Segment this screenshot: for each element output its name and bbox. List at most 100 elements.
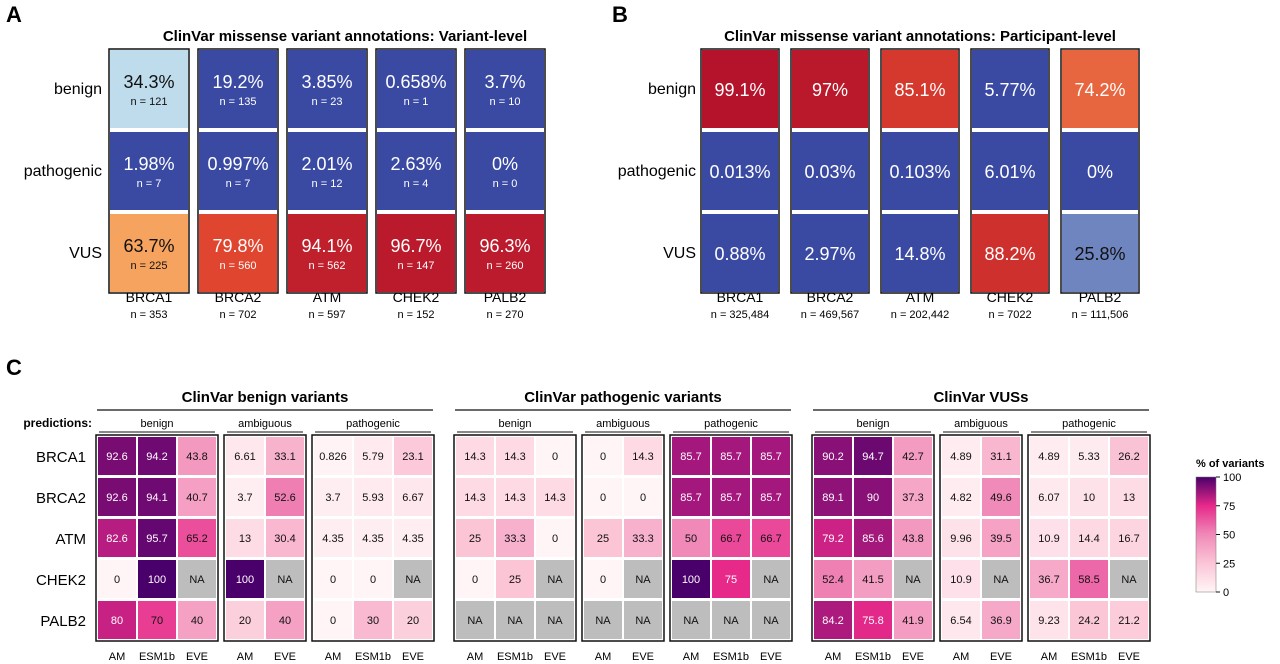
- heat-cell: [266, 601, 304, 639]
- heat-cell-value: NA: [467, 615, 483, 627]
- heat-cell-value: 49.6: [990, 492, 1011, 504]
- cell-CHEK2-VUS: [377, 214, 455, 292]
- gene-column-border: [880, 48, 960, 294]
- heat-cell-value: 5.79: [362, 451, 383, 463]
- heat-block-border: [939, 434, 1023, 642]
- heat-cell: [584, 601, 622, 639]
- column-label: AM: [683, 651, 700, 663]
- column-label: AM: [953, 651, 970, 663]
- gene-label: BRCA2: [807, 289, 854, 305]
- column-label: AM: [325, 651, 342, 663]
- heat-cell-value: 16.7: [1118, 533, 1139, 545]
- column-label: ESM1b: [497, 651, 533, 663]
- heat-cell: [752, 601, 790, 639]
- gene-label: ATM: [906, 289, 935, 305]
- cell-pct: 63.7%: [123, 236, 174, 256]
- cell-BRCA1-pathogenic: [110, 132, 188, 210]
- cell-ATM-VUS: [288, 214, 366, 292]
- heat-cell-value: 14.4: [1078, 533, 1099, 545]
- gene-column-border: [790, 48, 870, 294]
- heat-cell: [624, 478, 662, 516]
- cell-pct: 0%: [1087, 162, 1113, 182]
- heat-cell: [456, 437, 494, 475]
- heat-cell-value: 40.7: [186, 492, 207, 504]
- cell-CHEK2-pathogenic: [972, 132, 1048, 210]
- heat-cell-value: 30: [367, 615, 379, 627]
- cell-pct: 14.8%: [894, 244, 945, 264]
- heatmap-row-label: BRCA2: [36, 490, 86, 507]
- column-label: ESM1b: [713, 651, 749, 663]
- row-label-VUS: VUS: [69, 245, 102, 262]
- heat-cell-value: 14.3: [504, 492, 525, 504]
- heat-cell-value: NA: [723, 615, 739, 627]
- cell-pct: 0.658%: [385, 72, 446, 92]
- gene-n: n = 597: [308, 309, 345, 321]
- heat-cell-value: 4.35: [322, 533, 343, 545]
- heat-cell-value: 94.1: [146, 492, 167, 504]
- heat-cell: [456, 601, 494, 639]
- heat-cell: [1110, 560, 1148, 598]
- heat-cell-value: 0: [330, 615, 336, 627]
- heat-cell: [854, 560, 892, 598]
- cell-n: n = 260: [486, 260, 523, 272]
- heat-cell: [266, 519, 304, 557]
- cell-n: n = 7: [226, 178, 251, 190]
- heat-cell-value: 5.33: [1078, 451, 1099, 463]
- heat-cell: [854, 478, 892, 516]
- cell-BRCA2-VUS: [792, 214, 868, 292]
- heat-cell-value: 4.89: [1038, 451, 1059, 463]
- heat-cell: [314, 519, 352, 557]
- heat-cell: [226, 560, 264, 598]
- column-label: ESM1b: [355, 651, 391, 663]
- heat-cell-value: 14.3: [632, 451, 653, 463]
- heat-cell-value: NA: [763, 574, 779, 586]
- heat-cell-value: 10: [1083, 492, 1095, 504]
- heat-cell-value: 20: [239, 615, 251, 627]
- gene-n: n = 152: [397, 309, 434, 321]
- heat-cell: [178, 478, 216, 516]
- block-label: ambiguous: [954, 418, 1008, 430]
- heat-cell: [894, 437, 932, 475]
- heat-cell-value: 4.35: [402, 533, 423, 545]
- heat-cell-value: 0: [600, 451, 606, 463]
- heat-cell: [1070, 437, 1108, 475]
- heat-cell: [942, 437, 980, 475]
- legend-tick-label: 0: [1223, 587, 1229, 599]
- heat-cell-value: 0.826: [319, 451, 347, 463]
- heat-cell-value: 95.7: [146, 533, 167, 545]
- heat-cell: [178, 437, 216, 475]
- legend-colorbar: [1195, 476, 1217, 593]
- heat-cell-value: 70: [151, 615, 163, 627]
- heat-cell-value: 6.54: [950, 615, 971, 627]
- heat-cell-value: 24.2: [1078, 615, 1099, 627]
- heat-cell: [1110, 478, 1148, 516]
- heat-cell: [1070, 601, 1108, 639]
- heat-cell-value: NA: [507, 615, 523, 627]
- panel-b: B ClinVar missense variant annotations: P…: [612, 2, 1140, 321]
- heat-cell-value: 85.7: [760, 492, 781, 504]
- heat-cell-value: 40: [191, 615, 203, 627]
- cell-n: n = 10: [490, 96, 521, 108]
- gene-n: n = 202,442: [891, 309, 949, 321]
- heat-cell: [314, 478, 352, 516]
- heat-cell: [266, 478, 304, 516]
- heat-cell-value: 9.96: [950, 533, 971, 545]
- legend-tick-label: 75: [1223, 501, 1235, 513]
- cell-BRCA2-benign: [199, 50, 277, 128]
- heat-cell-value: NA: [277, 574, 293, 586]
- gene-label: BRCA1: [126, 289, 173, 305]
- heat-cell-value: 21.2: [1118, 615, 1139, 627]
- heat-cell: [982, 519, 1020, 557]
- heat-cell: [584, 437, 622, 475]
- cell-n: n = 1: [404, 96, 429, 108]
- heat-block-border: [453, 434, 577, 642]
- cell-CHEK2-pathogenic: [377, 132, 455, 210]
- heat-cell: [496, 478, 534, 516]
- heat-cell-value: 42.7: [902, 451, 923, 463]
- column-label: EVE: [990, 651, 1012, 663]
- cell-pct: 6.01%: [984, 162, 1035, 182]
- heat-cell-value: 90: [867, 492, 879, 504]
- cell-ATM-pathogenic: [288, 132, 366, 210]
- heat-cell: [266, 437, 304, 475]
- heat-cell: [672, 519, 710, 557]
